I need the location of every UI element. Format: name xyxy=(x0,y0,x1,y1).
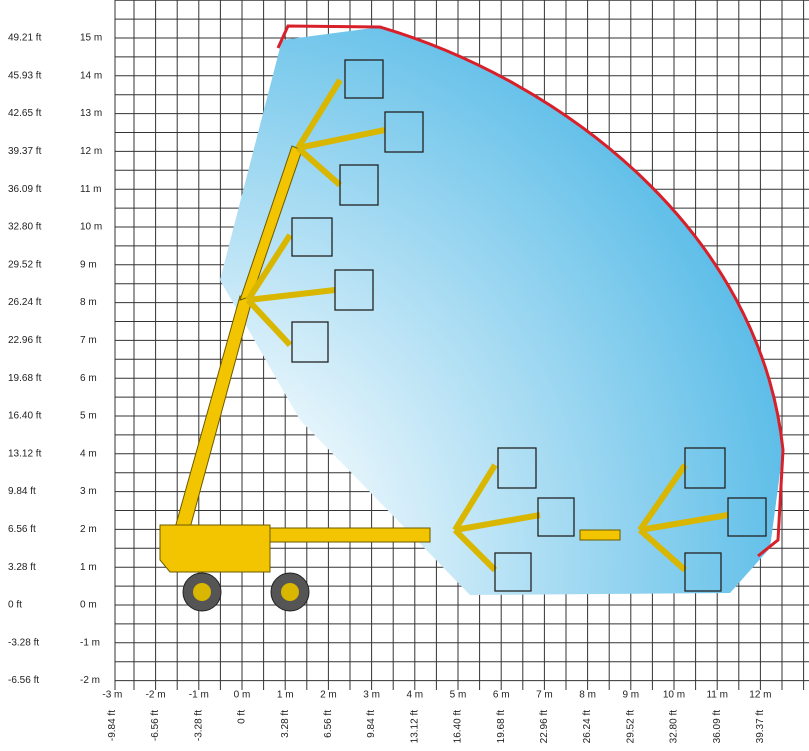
y-label-m: 10 m xyxy=(80,222,102,233)
x-label-m: 12 m xyxy=(749,690,771,701)
y-label-ft: 39.37 ft xyxy=(8,146,42,157)
y-label-m: 8 m xyxy=(80,297,97,308)
y-label-m: 14 m xyxy=(80,70,102,81)
y-label-m: 11 m xyxy=(80,184,102,195)
x-label-ft: 32.80 ft xyxy=(669,710,680,744)
x-label-m: 7 m xyxy=(536,690,553,701)
y-label-ft: -6.56 ft xyxy=(8,675,39,686)
x-label-ft: 3.28 ft xyxy=(280,710,291,738)
y-label-m: 12 m xyxy=(80,146,102,157)
y-label-ft: -3.28 ft xyxy=(8,637,39,648)
x-label-ft: 39.37 ft xyxy=(755,710,766,744)
envelope-boundary xyxy=(276,24,785,558)
y-label-ft: 6.56 ft xyxy=(8,524,36,535)
y-label-ft: 22.96 ft xyxy=(8,335,42,346)
x-label-ft: -3.28 ft xyxy=(193,710,204,741)
x-label-m: 1 m xyxy=(277,690,294,701)
y-label-ft: 0 ft xyxy=(8,600,22,611)
y-label-m: 3 m xyxy=(80,486,97,497)
x-label-ft: 22.96 ft xyxy=(539,710,550,744)
y-label-ft: 13.12 ft xyxy=(8,448,42,459)
x-label-m: 10 m xyxy=(663,690,685,701)
y-label-m: 0 m xyxy=(80,600,97,611)
x-label-ft: 19.68 ft xyxy=(496,710,507,744)
x-label-ft: 0 ft xyxy=(237,710,248,724)
machine xyxy=(159,59,767,612)
x-label-ft: 6.56 ft xyxy=(323,710,334,738)
x-label-m: 0 m xyxy=(234,690,251,701)
x-label-ft: 13.12 ft xyxy=(409,710,420,744)
y-label-ft: 36.09 ft xyxy=(8,184,42,195)
x-label-ft: -6.56 ft xyxy=(150,710,161,741)
x-label-ft: 36.09 ft xyxy=(712,710,723,744)
y-label-m: 9 m xyxy=(80,259,97,270)
y-label-m: 2 m xyxy=(80,524,97,535)
y-label-ft: 32.80 ft xyxy=(8,222,42,233)
y-label-ft: 9.84 ft xyxy=(8,486,36,497)
y-label-m: -1 m xyxy=(80,637,100,648)
x-label-ft: 29.52 ft xyxy=(625,710,636,744)
x-label-m: -2 m xyxy=(146,690,166,701)
x-label-m: 3 m xyxy=(363,690,380,701)
y-label-ft: 45.93 ft xyxy=(8,70,42,81)
y-label-ft: 19.68 ft xyxy=(8,373,42,384)
y-label-m: -2 m xyxy=(80,675,100,686)
x-label-m: 6 m xyxy=(493,690,510,701)
x-label-m: 11 m xyxy=(706,690,728,701)
y-label-m: 4 m xyxy=(80,448,97,459)
y-label-ft: 26.24 ft xyxy=(8,297,42,308)
y-label-m: 6 m xyxy=(80,373,97,384)
y-label-ft: 49.21 ft xyxy=(8,33,42,44)
y-label-m: 13 m xyxy=(80,108,102,119)
x-label-m: -3 m xyxy=(102,690,122,701)
y-label-ft: 3.28 ft xyxy=(8,562,36,573)
x-label-ft: 26.24 ft xyxy=(582,710,593,744)
y-label-m: 7 m xyxy=(80,335,97,346)
x-label-ft: -9.84 ft xyxy=(107,710,118,741)
x-label-m: 4 m xyxy=(406,690,423,701)
y-label-ft: 42.65 ft xyxy=(8,108,42,119)
y-label-m: 5 m xyxy=(80,411,97,422)
x-label-m: -1 m xyxy=(189,690,209,701)
x-label-ft: 16.40 ft xyxy=(453,710,464,744)
x-label-m: 9 m xyxy=(622,690,639,701)
x-label-m: 8 m xyxy=(579,690,596,701)
y-label-ft: 29.52 ft xyxy=(8,259,42,270)
y-label-m: 15 m xyxy=(80,33,102,44)
x-label-ft: 9.84 ft xyxy=(366,710,377,738)
x-label-m: 2 m xyxy=(320,690,337,701)
y-label-m: 1 m xyxy=(80,562,97,573)
x-label-m: 5 m xyxy=(450,690,467,701)
working-envelope xyxy=(220,27,783,595)
y-label-ft: 16.40 ft xyxy=(8,411,42,422)
